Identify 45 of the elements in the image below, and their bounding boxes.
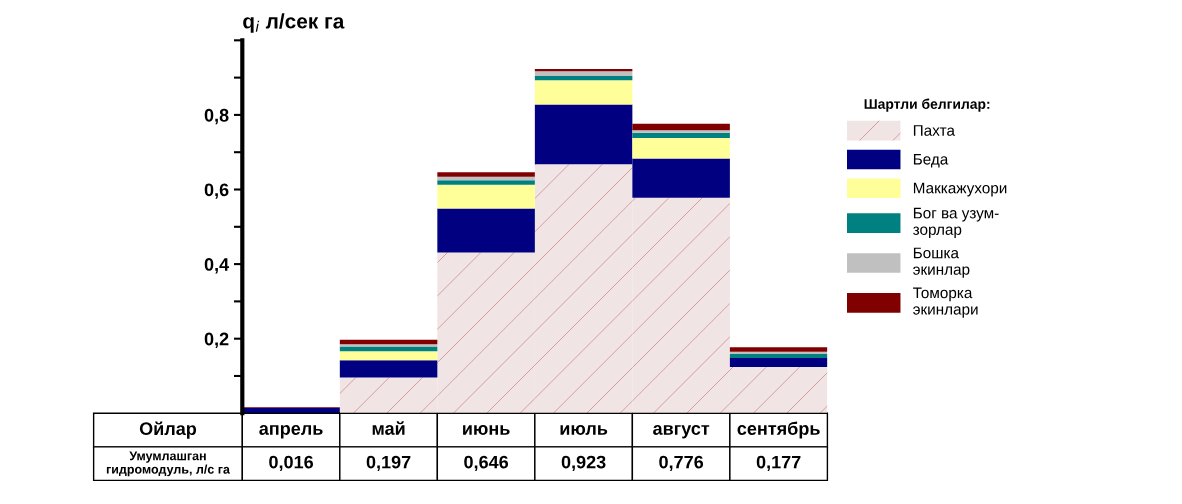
total-label: 0,197: [366, 455, 411, 472]
total-label: 0,016: [269, 455, 314, 472]
text: Умумлашган гидромодуль, л/с га: [106, 451, 230, 477]
total-label: 0,646: [464, 455, 509, 472]
text: Ойлар: [139, 421, 197, 439]
legend-label: Бошка экинлар: [913, 247, 970, 278]
total-label: 0,923: [561, 455, 606, 472]
legend-title: Шартли белгилар:: [864, 98, 990, 112]
bar: [729, 353, 828, 359]
y-tick-label: 0,6: [204, 183, 229, 199]
bar: [437, 184, 535, 209]
bar: [339, 344, 438, 347]
legend-label: Пахта: [913, 125, 955, 136]
x-tick-label: сентябрь: [737, 421, 820, 439]
x-tick-label: август: [653, 425, 710, 439]
y-axis-title: q$_{i}$ л/сек га: [243, 13, 345, 33]
bar: [729, 347, 828, 352]
y-tick-label: 0,2: [204, 332, 229, 349]
bar: [437, 172, 535, 177]
x-tick-label: июнь: [463, 425, 510, 435]
total-label: 0,177: [756, 455, 801, 472]
bar: [437, 208, 535, 253]
bar: [632, 132, 730, 139]
bar: [632, 123, 730, 131]
bar: [729, 358, 828, 368]
total-label: 0,776: [659, 455, 704, 472]
x-tick-label: июль: [560, 425, 608, 435]
bar: [437, 176, 535, 181]
x-tick-label: апрель: [259, 424, 323, 439]
legend-label: Бог ва узум- зорлар: [913, 207, 999, 238]
legend-label: Беда: [913, 153, 949, 168]
bar: [534, 76, 633, 81]
y-tick-label: 0,4: [204, 258, 230, 274]
legend-label: Маккажухори: [913, 182, 1007, 197]
bar: [534, 71, 633, 77]
bar: [339, 360, 438, 378]
bar: [437, 180, 535, 185]
x-tick-label: май: [372, 421, 405, 435]
bar: [534, 80, 633, 105]
bar: [632, 130, 730, 133]
bar: [242, 408, 340, 414]
bar: [339, 351, 438, 361]
legend-label: Томорка экинлари: [913, 287, 978, 318]
y-tick-label: 0,8: [204, 108, 229, 125]
bar: [632, 138, 730, 159]
